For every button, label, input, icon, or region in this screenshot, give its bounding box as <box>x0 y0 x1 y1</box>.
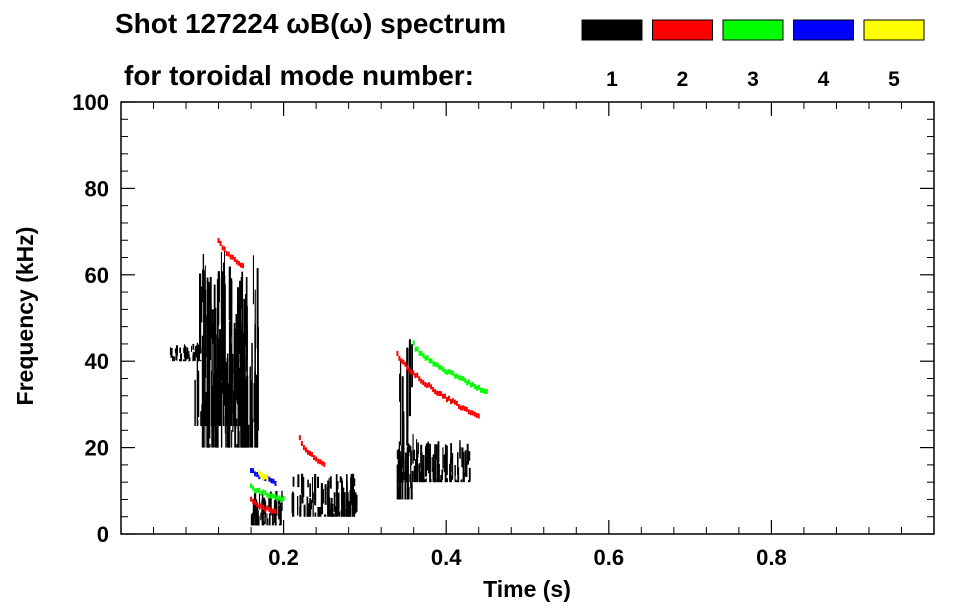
legend-swatch-mode-2 <box>652 19 713 41</box>
y-axis-title: Frequency (kHz) <box>12 227 38 406</box>
plot-area <box>169 238 488 526</box>
legend-label-mode-4: 4 <box>818 68 830 91</box>
plot-frame <box>120 101 935 535</box>
series-mode-5 <box>258 469 269 482</box>
legend-swatch-mode-3 <box>722 19 784 41</box>
legend-swatch-mode-5 <box>863 19 925 41</box>
legend-swatch-mode-4 <box>793 19 854 41</box>
x-axis-title: Time (s) <box>483 576 571 602</box>
legend-label-mode-1: 1 <box>606 68 618 91</box>
legend-label-mode-2: 2 <box>677 68 689 91</box>
legend-swatch-mode-1 <box>581 19 643 41</box>
chart-subtitle: for toroidal mode number: <box>124 60 474 91</box>
y-tick-label: 100 <box>72 90 109 115</box>
x-tick-label: 0.2 <box>268 545 299 570</box>
y-tick-label: 60 <box>85 263 109 288</box>
series-mode-2 <box>217 238 480 515</box>
y-tick-label: 80 <box>85 176 109 201</box>
axis-ticks: 0 20 40 60 80 100 0.2 0.4 0.6 0.8 <box>72 90 934 570</box>
x-tick-label: 0.6 <box>594 545 625 570</box>
y-tick-label: 20 <box>85 436 109 461</box>
series-mode-3 <box>250 340 488 503</box>
chart-title: Shot 127224 ωB(ω) spectrum <box>115 8 506 39</box>
x-tick-label: 0.8 <box>756 545 787 570</box>
x-tick-label: 0.4 <box>431 545 462 570</box>
y-tick-label: 40 <box>85 349 109 374</box>
legend-label-mode-5: 5 <box>888 68 900 91</box>
series-mode-1 <box>169 246 471 526</box>
y-tick-label: 0 <box>97 522 109 547</box>
legend-label-mode-3: 3 <box>747 68 759 91</box>
legend: 1 2 3 4 5 <box>581 19 925 91</box>
